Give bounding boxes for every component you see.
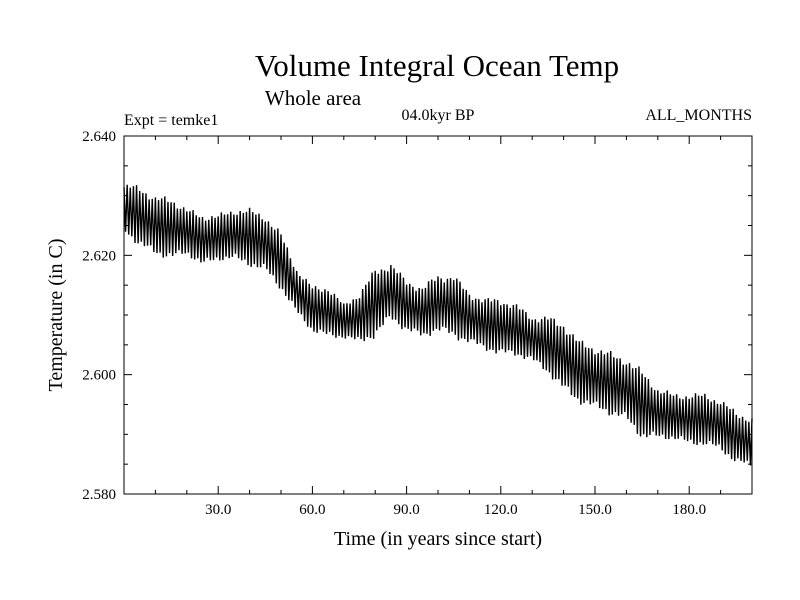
period-label: 04.0kyr BP [402, 107, 475, 124]
plot-frame [123, 135, 753, 495]
x-tick-label: 90.0 [393, 502, 419, 518]
y-axis-label: Temperature (in C) [45, 239, 67, 392]
temperature-series-line [123, 184, 753, 466]
y-tick-label: 2.600 [82, 368, 116, 384]
chart-title: Volume Integral Ocean Temp [255, 48, 619, 83]
y-tick-label: 2.640 [82, 129, 116, 145]
chart-subtitle: Whole area [265, 86, 362, 110]
months-label: ALL_MONTHS [645, 107, 752, 124]
x-tick-label: 150.0 [578, 502, 612, 518]
y-tick-label: 2.580 [82, 487, 116, 503]
experiment-label: Expt = temke1 [124, 112, 218, 129]
x-tick-label: 30.0 [205, 502, 231, 518]
y-tick-label: 2.620 [82, 248, 116, 264]
x-tick-label: 180.0 [672, 502, 706, 518]
x-axis-label: Time (in years since start) [334, 528, 542, 550]
x-tick-label: 60.0 [299, 502, 325, 518]
x-tick-label: 120.0 [484, 502, 518, 518]
